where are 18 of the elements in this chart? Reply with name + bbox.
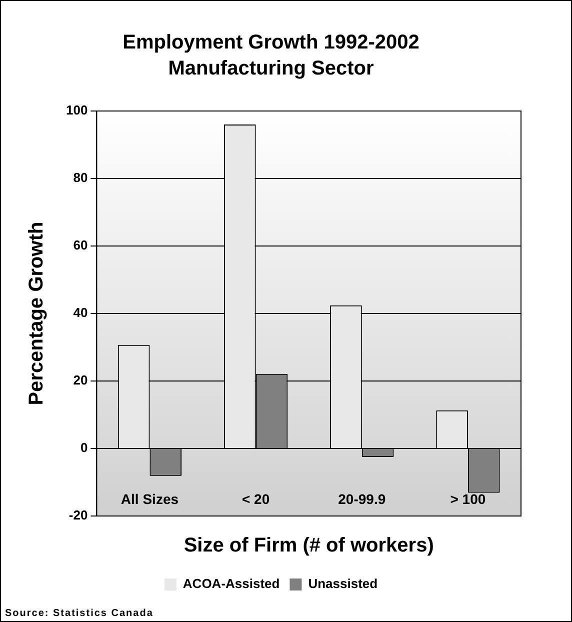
chart-subtitle: Manufacturing Sector [168, 58, 374, 80]
legend-label: ACOA-Assisted [182, 576, 280, 592]
y-axis-title: Percentage Growth [26, 222, 48, 406]
y-tick-label: 80 [73, 170, 88, 186]
x-tick-label: All Sizes [120, 490, 179, 507]
y-tick-label: 0 [80, 440, 88, 456]
y-tick-label: 20 [73, 372, 88, 388]
x-axis-title: Size of Firm (# of workers) [184, 534, 434, 557]
chart-title: Employment Growth 1992-2002 [122, 32, 420, 54]
y-tick-label: 100 [66, 102, 88, 118]
legend-label: Unassisted [308, 576, 378, 592]
y-tick-label: 40 [73, 305, 88, 320]
x-tick-label: 20-99.9 [338, 490, 386, 507]
y-tick-label: 60 [73, 238, 88, 253]
x-tick-label: < 20 [242, 490, 270, 507]
x-tick-label: > 100 [450, 490, 486, 507]
y-tick-label: -20 [68, 508, 88, 523]
source-note: Source: Statistics Canada [5, 608, 154, 619]
